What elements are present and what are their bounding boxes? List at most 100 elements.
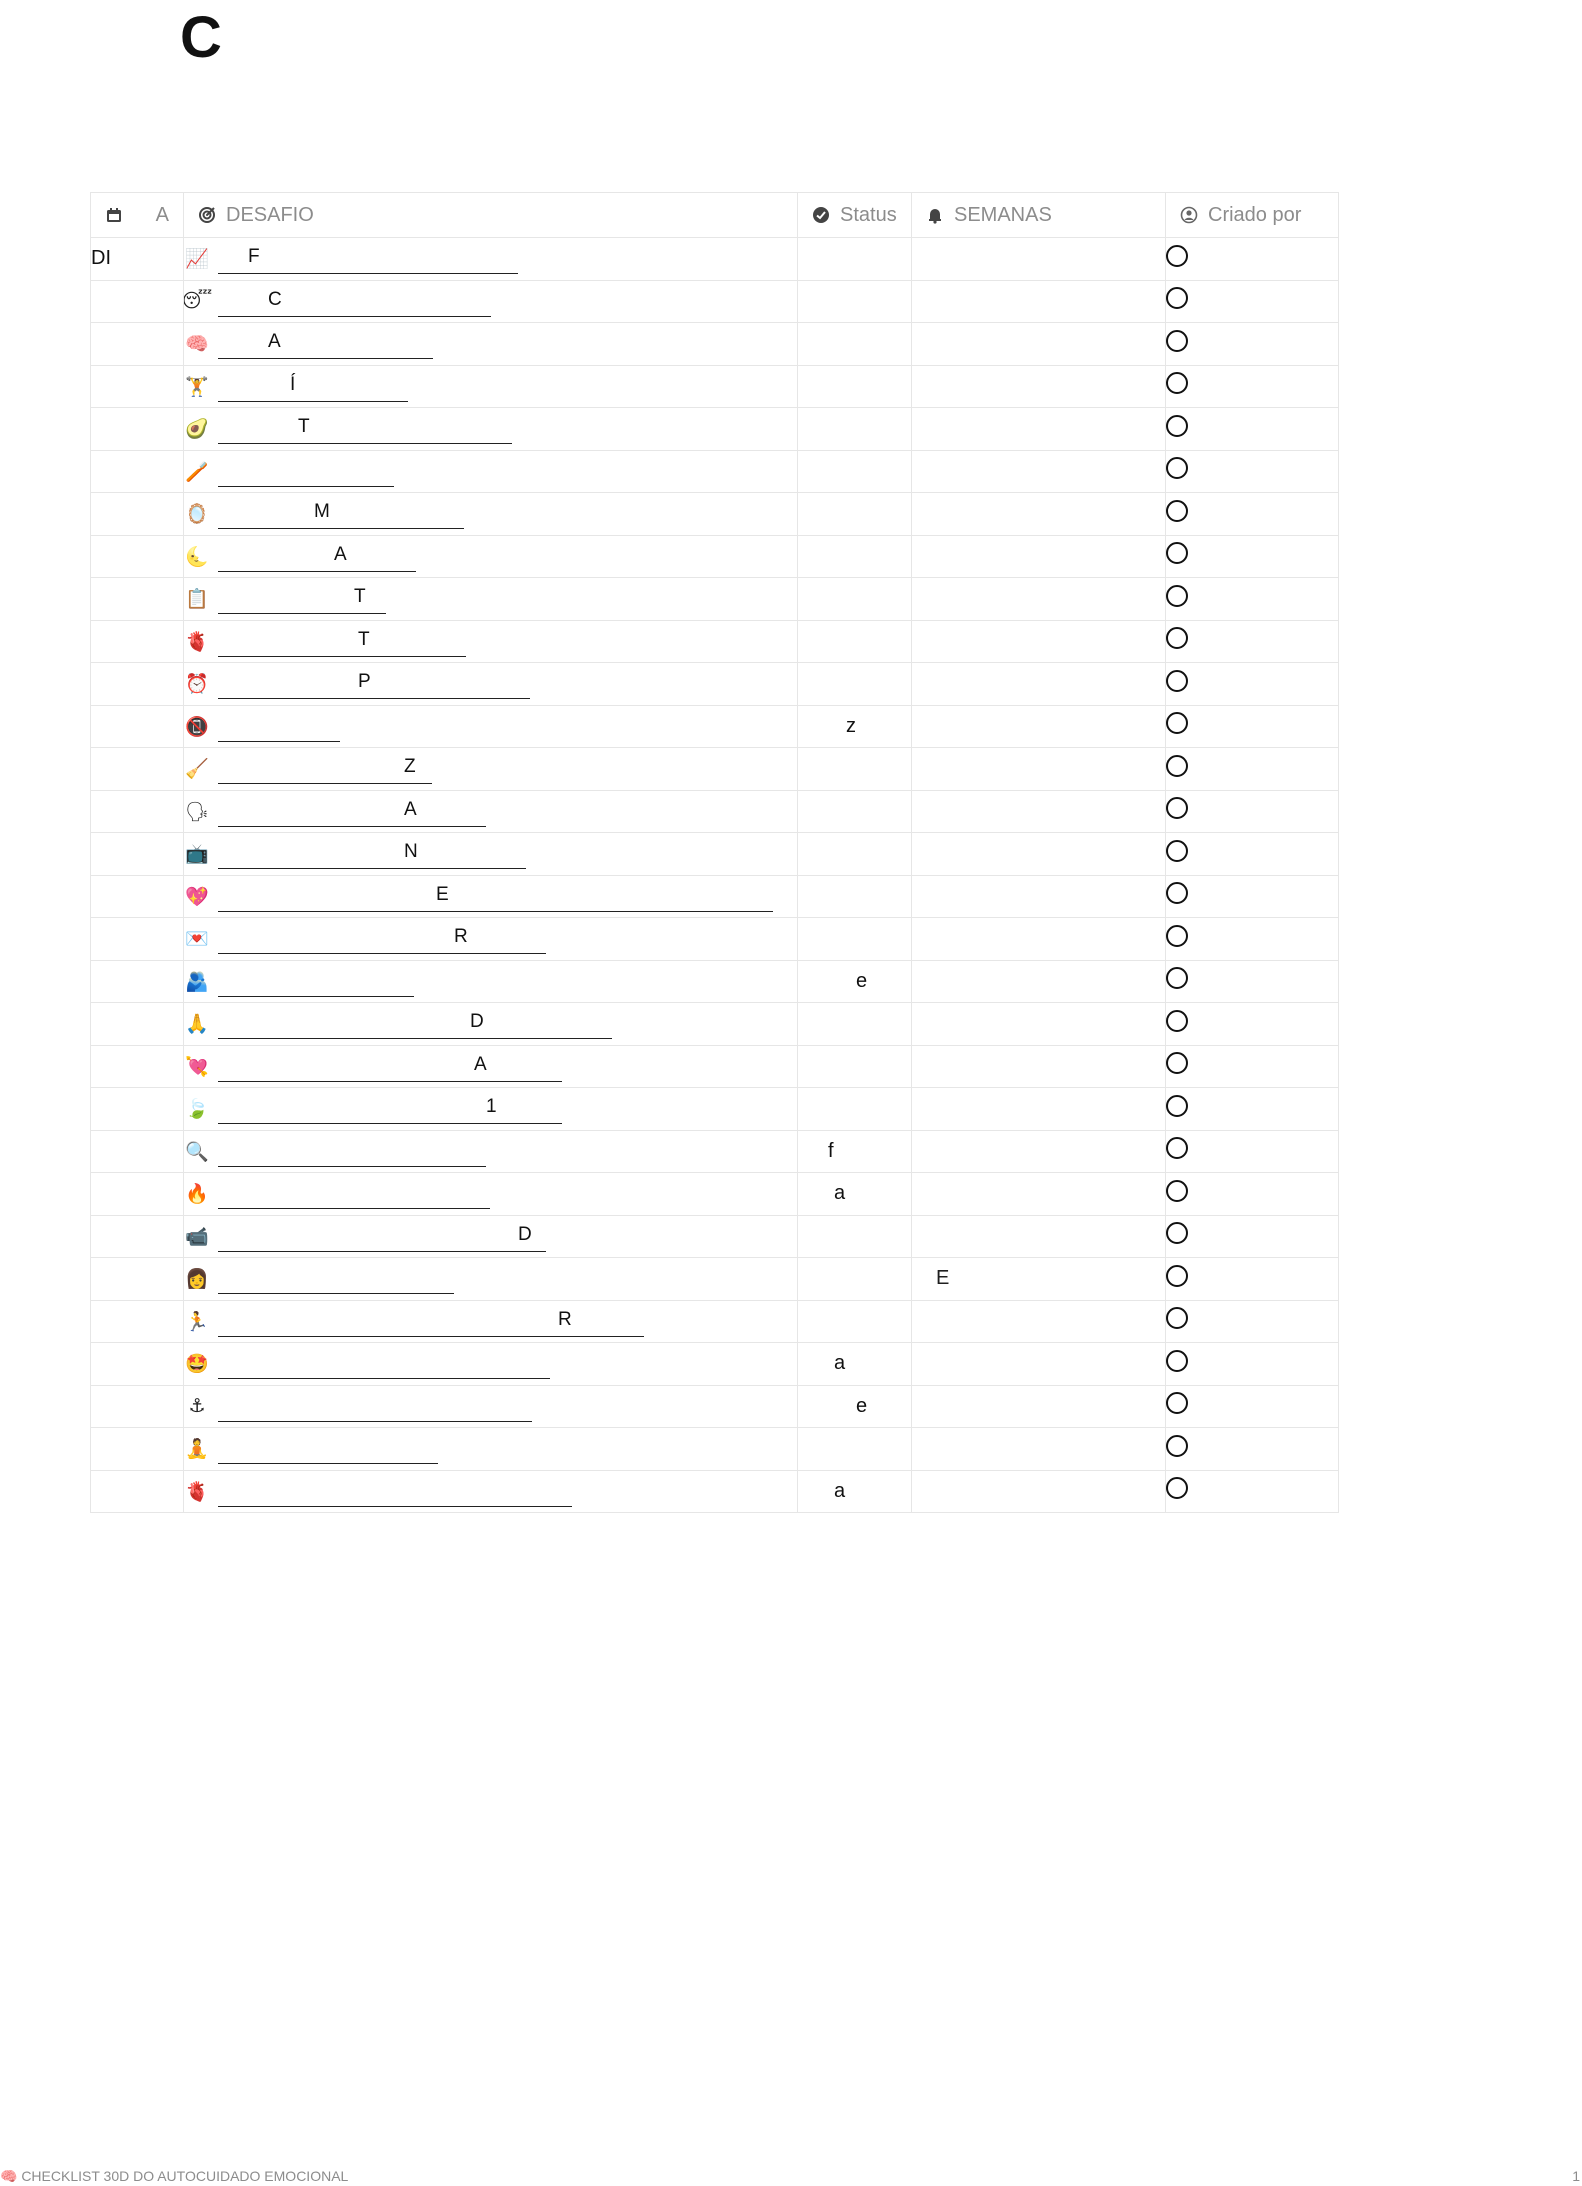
status-cell[interactable] <box>797 619 912 663</box>
created-by-cell[interactable] <box>1165 279 1339 323</box>
day-cell[interactable] <box>90 1342 184 1386</box>
challenge-cell[interactable]: 🥑 T <box>183 407 798 451</box>
weeks-cell[interactable] <box>911 1172 1166 1216</box>
table-row[interactable]: 🧠 A <box>90 322 1339 366</box>
day-cell[interactable] <box>90 959 184 1003</box>
status-cell[interactable]: f <box>797 1129 912 1173</box>
column-header-status[interactable]: Status <box>797 192 912 238</box>
status-cell[interactable] <box>797 917 912 961</box>
checkbox-circle[interactable] <box>1166 1477 1188 1500</box>
checkbox-circle[interactable] <box>1166 457 1188 480</box>
day-cell[interactable]: DI <box>90 237 184 281</box>
table-row[interactable]: 🍃 1 <box>90 1087 1339 1131</box>
table-row[interactable]: 📵 z <box>90 704 1339 748</box>
weeks-cell[interactable] <box>911 1342 1166 1386</box>
day-cell[interactable] <box>90 832 184 876</box>
challenge-cell[interactable]: 🤩 <box>183 1342 798 1386</box>
table-row[interactable]: 😴 C <box>90 279 1339 323</box>
table-row[interactable]: 🤩 a <box>90 1342 1339 1386</box>
checkbox-circle[interactable] <box>1166 1052 1188 1075</box>
status-cell[interactable] <box>797 662 912 706</box>
weeks-cell[interactable] <box>911 449 1166 493</box>
table-row[interactable]: 🧘 <box>90 1427 1339 1471</box>
table-row[interactable]: 💘 A <box>90 1044 1339 1088</box>
created-by-cell[interactable] <box>1165 619 1339 663</box>
created-by-cell[interactable] <box>1165 1257 1339 1301</box>
status-cell[interactable]: a <box>797 1342 912 1386</box>
weeks-cell[interactable] <box>911 747 1166 791</box>
table-row[interactable]: 🗣 A <box>90 789 1339 833</box>
status-cell[interactable] <box>797 492 912 536</box>
day-cell[interactable] <box>90 662 184 706</box>
challenge-cell[interactable]: 🔥 <box>183 1172 798 1216</box>
status-cell[interactable] <box>797 364 912 408</box>
challenge-cell[interactable]: 🧹 Z <box>183 747 798 791</box>
created-by-cell[interactable] <box>1165 917 1339 961</box>
table-row[interactable]: ⚓ e <box>90 1384 1339 1428</box>
table-row[interactable]: 💖 E <box>90 874 1339 918</box>
created-by-cell[interactable] <box>1165 1469 1339 1513</box>
table-row[interactable]: 💌 R <box>90 917 1339 961</box>
challenge-cell[interactable]: 🫂 <box>183 959 798 1003</box>
day-cell[interactable] <box>90 1299 184 1343</box>
table-row[interactable]: 🫀 T <box>90 619 1339 663</box>
challenge-cell[interactable]: 🪞 M <box>183 492 798 536</box>
checkbox-circle[interactable] <box>1166 287 1188 310</box>
weeks-cell[interactable] <box>911 789 1166 833</box>
weeks-cell[interactable] <box>911 1384 1166 1428</box>
challenge-cell[interactable]: 💖 E <box>183 874 798 918</box>
weeks-cell[interactable] <box>911 492 1166 536</box>
created-by-cell[interactable] <box>1165 577 1339 621</box>
created-by-cell[interactable] <box>1165 1129 1339 1173</box>
status-cell[interactable] <box>797 449 912 493</box>
weeks-cell[interactable] <box>911 1129 1166 1173</box>
challenge-cell[interactable]: 🗣 A <box>183 789 798 833</box>
checkbox-circle[interactable] <box>1166 882 1188 905</box>
checkbox-circle[interactable] <box>1166 967 1188 990</box>
table-row[interactable]: 🫂 e <box>90 959 1339 1003</box>
column-header-challenge[interactable]: DESAFIO <box>183 192 798 238</box>
created-by-cell[interactable] <box>1165 449 1339 493</box>
day-cell[interactable] <box>90 1172 184 1216</box>
day-cell[interactable] <box>90 1384 184 1428</box>
challenge-cell[interactable]: 🙏 D <box>183 1002 798 1046</box>
weeks-cell[interactable] <box>911 662 1166 706</box>
day-cell[interactable] <box>90 1427 184 1471</box>
table-row[interactable]: 🔥 a <box>90 1172 1339 1216</box>
checkbox-circle[interactable] <box>1166 669 1188 692</box>
status-cell[interactable] <box>797 322 912 366</box>
table-row[interactable]: 👩 E <box>90 1257 1339 1301</box>
weeks-cell[interactable] <box>911 534 1166 578</box>
checkbox-circle[interactable] <box>1166 1222 1188 1245</box>
created-by-cell[interactable] <box>1165 1002 1339 1046</box>
challenge-cell[interactable]: 📹 D <box>183 1214 798 1258</box>
checkbox-circle[interactable] <box>1166 1392 1188 1415</box>
created-by-cell[interactable] <box>1165 1427 1339 1471</box>
status-cell[interactable] <box>797 789 912 833</box>
checkbox-circle[interactable] <box>1166 712 1188 735</box>
challenge-cell[interactable]: 🪥 <box>183 449 798 493</box>
challenge-cell[interactable]: 🫀 <box>183 1469 798 1513</box>
challenge-cell[interactable]: 📵 <box>183 704 798 748</box>
weeks-cell[interactable] <box>911 1002 1166 1046</box>
created-by-cell[interactable] <box>1165 1299 1339 1343</box>
weeks-cell[interactable] <box>911 1044 1166 1088</box>
status-cell[interactable]: a <box>797 1172 912 1216</box>
challenge-cell[interactable]: 🧘 <box>183 1427 798 1471</box>
checkbox-circle[interactable] <box>1166 584 1188 607</box>
checkbox-circle[interactable] <box>1166 627 1188 650</box>
day-cell[interactable] <box>90 1214 184 1258</box>
challenge-cell[interactable]: 😴 C <box>183 279 798 323</box>
status-cell[interactable] <box>797 832 912 876</box>
challenge-cell[interactable]: 🫀 T <box>183 619 798 663</box>
table-row[interactable]: 🫀 a <box>90 1469 1339 1513</box>
weeks-cell[interactable] <box>911 917 1166 961</box>
checkbox-circle[interactable] <box>1166 244 1188 267</box>
day-cell[interactable] <box>90 1087 184 1131</box>
challenge-cell[interactable]: ⏰ P <box>183 662 798 706</box>
checkbox-circle[interactable] <box>1166 1009 1188 1032</box>
checkbox-circle[interactable] <box>1166 372 1188 395</box>
status-cell[interactable]: e <box>797 959 912 1003</box>
weeks-cell[interactable] <box>911 1427 1166 1471</box>
day-cell[interactable] <box>90 534 184 578</box>
